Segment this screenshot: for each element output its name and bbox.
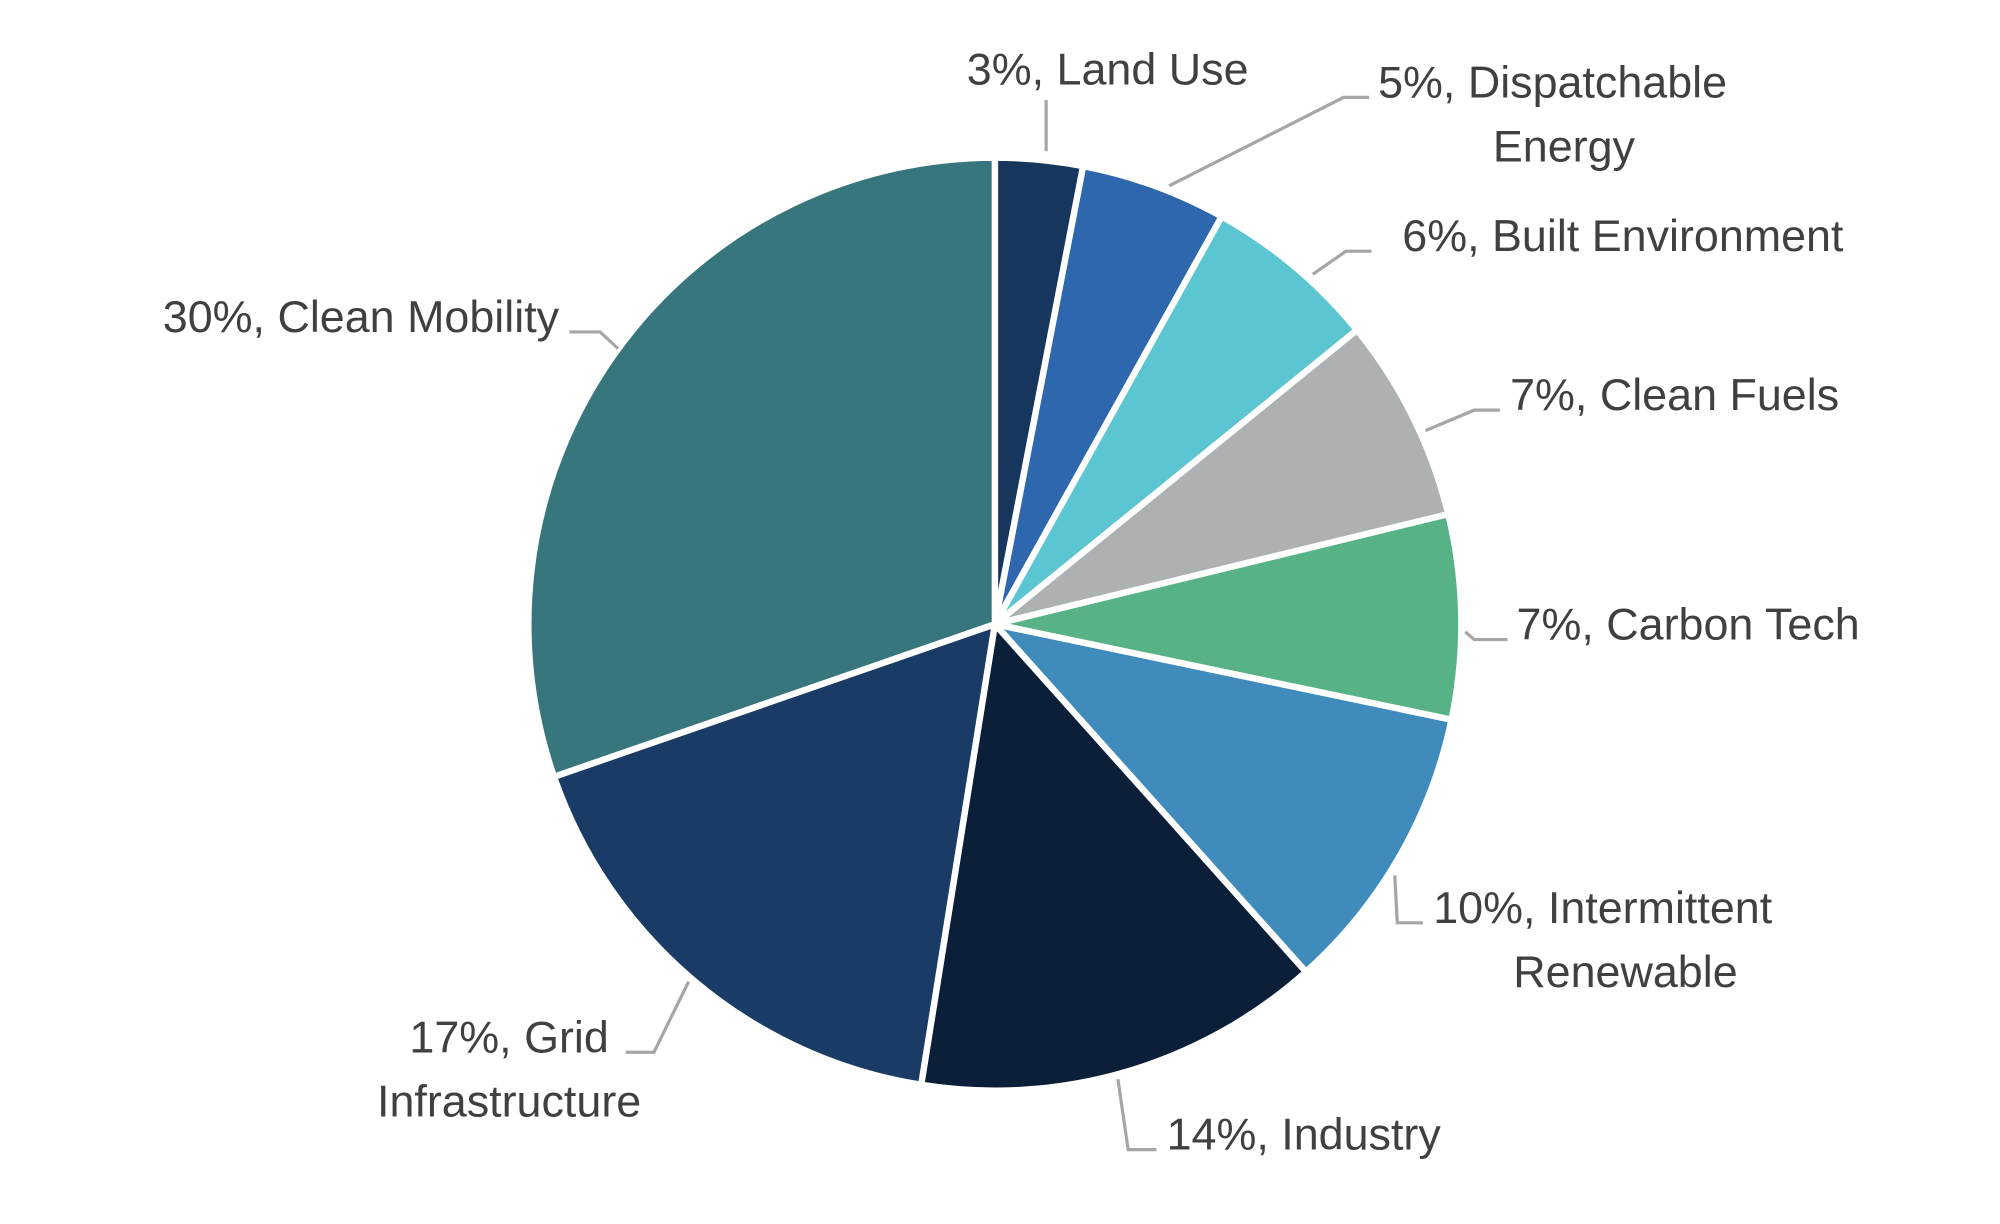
data-label: 10%, Intermittent [1433,882,1773,933]
pie-slice-clean-fuels [991,326,1452,628]
data-label: 7%, Clean Fuels [1510,369,1839,420]
data-label: 5%, Dispatchable [1378,56,1727,107]
leader-line [1424,408,1500,433]
leader-line [1116,1078,1157,1152]
data-label: 14%, Industry [1167,1109,1442,1160]
data-labels: 3%, Land Use 5%, Dispatchable Energy 6%, Bu… [163,44,1860,1160]
pie-slices [525,154,1465,1094]
leader-line [569,330,620,350]
pie-slice-industry [917,620,1310,1094]
data-label: 17%, Grid [409,1011,608,1062]
data-label: 7%, Carbon Tech [1517,599,1860,650]
pie-slice-clean-mobility [525,154,999,780]
data-label: Renewable [1513,946,1737,997]
leader-line [1464,630,1508,642]
leader-lines [569,95,1508,1152]
data-label: 3%, Land Use [967,44,1249,95]
data-label: Energy [1493,120,1636,171]
data-label: 6%, Built Environment [1402,210,1844,261]
leader-line [1393,875,1423,925]
data-label: 30%, Clean Mobility [163,291,560,342]
pie-slice-intermittent-renewable [991,620,1455,976]
data-label: Infrastructure [377,1075,641,1126]
leader-line [625,981,690,1054]
pie-slice-carbon-tech [991,510,1465,723]
leader-line [1168,95,1370,188]
pie-slice-built-environment [991,213,1361,628]
leader-line [1311,249,1372,276]
